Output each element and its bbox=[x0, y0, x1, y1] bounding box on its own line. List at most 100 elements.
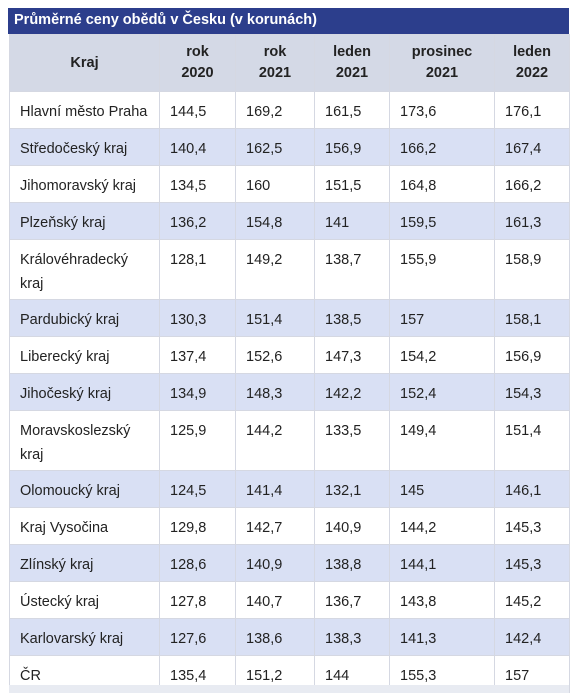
table-row: Pardubický kraj 130,3 151,4 138,5 157 15… bbox=[9, 299, 570, 337]
table-row: Karlovarský kraj 127,6 138,6 138,3 141,3… bbox=[9, 618, 570, 656]
cell-leden-2022: 145,3 bbox=[494, 507, 570, 545]
cell-prosinec-2021: 155,9 bbox=[389, 239, 495, 300]
cell-prosinec-2021: 154,2 bbox=[389, 336, 495, 374]
column-header-leden-2022: leden 2022 bbox=[494, 34, 570, 92]
cell-kraj: Pardubický kraj bbox=[9, 299, 160, 337]
cell-rok-2020: 137,4 bbox=[159, 336, 236, 374]
cell-leden-2022: 151,4 bbox=[494, 410, 570, 471]
column-header-kraj: Kraj bbox=[9, 34, 160, 92]
table-row: Plzeňský kraj 136,2 154,8 141 159,5 161,… bbox=[9, 202, 570, 240]
cell-kraj: Hlavní město Praha bbox=[9, 91, 160, 129]
cell-kraj: Kraj Vysočina bbox=[9, 507, 160, 545]
cell-leden-2022: 145,2 bbox=[494, 581, 570, 619]
cell-leden-2021: 142,2 bbox=[314, 373, 390, 411]
cell-kraj: Karlovarský kraj bbox=[9, 618, 160, 656]
cell-leden-2021: 161,5 bbox=[314, 91, 390, 129]
table-row: Středočeský kraj 140,4 162,5 156,9 166,2… bbox=[9, 128, 570, 166]
cell-rok-2021: 149,2 bbox=[235, 239, 315, 300]
lunch-prices-table: Kraj rok 2020 rok 2021 leden 2021 prosin… bbox=[9, 34, 570, 693]
cell-leden-2022: 167,4 bbox=[494, 128, 570, 166]
table-title: Průměrné ceny obědů v Česku (v korunách) bbox=[8, 8, 569, 34]
cell-rok-2021: 144,2 bbox=[235, 410, 315, 471]
cell-prosinec-2021: 152,4 bbox=[389, 373, 495, 411]
cell-kraj: Moravskoslezský kraj bbox=[9, 410, 160, 471]
cell-rok-2020: 130,3 bbox=[159, 299, 236, 337]
cell-rok-2020: 128,6 bbox=[159, 544, 236, 582]
cell-leden-2022: 154,3 bbox=[494, 373, 570, 411]
cell-leden-2021: 151,5 bbox=[314, 165, 390, 203]
cell-rok-2021: 169,2 bbox=[235, 91, 315, 129]
table-row: Kraj Vysočina 129,8 142,7 140,9 144,2 14… bbox=[9, 507, 570, 545]
table-row: Liberecký kraj 137,4 152,6 147,3 154,2 1… bbox=[9, 336, 570, 374]
cell-prosinec-2021: 141,3 bbox=[389, 618, 495, 656]
cell-leden-2022: 176,1 bbox=[494, 91, 570, 129]
cell-kraj: Ústecký kraj bbox=[9, 581, 160, 619]
cell-leden-2021: 138,5 bbox=[314, 299, 390, 337]
cell-leden-2021: 138,7 bbox=[314, 239, 390, 300]
cell-rok-2021: 148,3 bbox=[235, 373, 315, 411]
column-header-rok-2021: rok 2021 bbox=[235, 34, 315, 92]
cell-leden-2021: 138,3 bbox=[314, 618, 390, 656]
cell-leden-2021: 156,9 bbox=[314, 128, 390, 166]
header-row: Kraj rok 2020 rok 2021 leden 2021 prosin… bbox=[9, 34, 570, 92]
cell-leden-2022: 156,9 bbox=[494, 336, 570, 374]
cell-leden-2022: 146,1 bbox=[494, 470, 570, 508]
cell-rok-2020: 136,2 bbox=[159, 202, 236, 240]
cell-leden-2022: 161,3 bbox=[494, 202, 570, 240]
cell-prosinec-2021: 159,5 bbox=[389, 202, 495, 240]
cell-rok-2021: 140,7 bbox=[235, 581, 315, 619]
cell-kraj: Zlínský kraj bbox=[9, 544, 160, 582]
cell-leden-2021: 141 bbox=[314, 202, 390, 240]
cell-kraj: Středočeský kraj bbox=[9, 128, 160, 166]
table-row: Ústecký kraj 127,8 140,7 136,7 143,8 145… bbox=[9, 581, 570, 619]
table-row: Hlavní město Praha 144,5 169,2 161,5 173… bbox=[9, 91, 570, 129]
table-row: Jihomoravský kraj 134,5 160 151,5 164,8 … bbox=[9, 165, 570, 203]
cell-rok-2021: 152,6 bbox=[235, 336, 315, 374]
cell-kraj: Liberecký kraj bbox=[9, 336, 160, 374]
cell-rok-2020: 129,8 bbox=[159, 507, 236, 545]
table-row: Moravskoslezský kraj 125,9 144,2 133,5 1… bbox=[9, 410, 570, 471]
cell-rok-2020: 134,9 bbox=[159, 373, 236, 411]
cell-rok-2020: 127,8 bbox=[159, 581, 236, 619]
cell-leden-2022: 145,3 bbox=[494, 544, 570, 582]
table-row: Zlínský kraj 128,6 140,9 138,8 144,1 145… bbox=[9, 544, 570, 582]
cell-prosinec-2021: 164,8 bbox=[389, 165, 495, 203]
cell-prosinec-2021: 144,1 bbox=[389, 544, 495, 582]
cell-leden-2022: 158,9 bbox=[494, 239, 570, 300]
cell-rok-2020: 134,5 bbox=[159, 165, 236, 203]
column-header-leden-2021: leden 2021 bbox=[314, 34, 390, 92]
cell-prosinec-2021: 157 bbox=[389, 299, 495, 337]
cell-leden-2021: 147,3 bbox=[314, 336, 390, 374]
cell-leden-2022: 166,2 bbox=[494, 165, 570, 203]
cell-rok-2021: 141,4 bbox=[235, 470, 315, 508]
cell-leden-2021: 132,1 bbox=[314, 470, 390, 508]
table-row: Olomoucký kraj 124,5 141,4 132,1 145 146… bbox=[9, 470, 570, 508]
cell-rok-2021: 160 bbox=[235, 165, 315, 203]
cell-prosinec-2021: 144,2 bbox=[389, 507, 495, 545]
cell-leden-2021: 138,8 bbox=[314, 544, 390, 582]
cell-leden-2021: 136,7 bbox=[314, 581, 390, 619]
cell-rok-2021: 138,6 bbox=[235, 618, 315, 656]
cell-rok-2021: 162,5 bbox=[235, 128, 315, 166]
cell-prosinec-2021: 149,4 bbox=[389, 410, 495, 471]
cell-kraj: Královéhradecký kraj bbox=[9, 239, 160, 300]
cell-kraj: Plzeňský kraj bbox=[9, 202, 160, 240]
cell-rok-2020: 144,5 bbox=[159, 91, 236, 129]
table-row: Jihočeský kraj 134,9 148,3 142,2 152,4 1… bbox=[9, 373, 570, 411]
cell-leden-2021: 140,9 bbox=[314, 507, 390, 545]
cell-prosinec-2021: 166,2 bbox=[389, 128, 495, 166]
column-header-rok-2020: rok 2020 bbox=[159, 34, 236, 92]
cell-leden-2022: 158,1 bbox=[494, 299, 570, 337]
cell-rok-2021: 142,7 bbox=[235, 507, 315, 545]
cell-rok-2020: 125,9 bbox=[159, 410, 236, 471]
cell-rok-2021: 140,9 bbox=[235, 544, 315, 582]
cell-prosinec-2021: 145 bbox=[389, 470, 495, 508]
cell-rok-2020: 140,4 bbox=[159, 128, 236, 166]
column-header-prosinec-2021: prosinec 2021 bbox=[389, 34, 495, 92]
cell-prosinec-2021: 173,6 bbox=[389, 91, 495, 129]
table-bottom-edge bbox=[9, 685, 569, 693]
cell-prosinec-2021: 143,8 bbox=[389, 581, 495, 619]
cell-leden-2022: 142,4 bbox=[494, 618, 570, 656]
cell-kraj: Jihočeský kraj bbox=[9, 373, 160, 411]
